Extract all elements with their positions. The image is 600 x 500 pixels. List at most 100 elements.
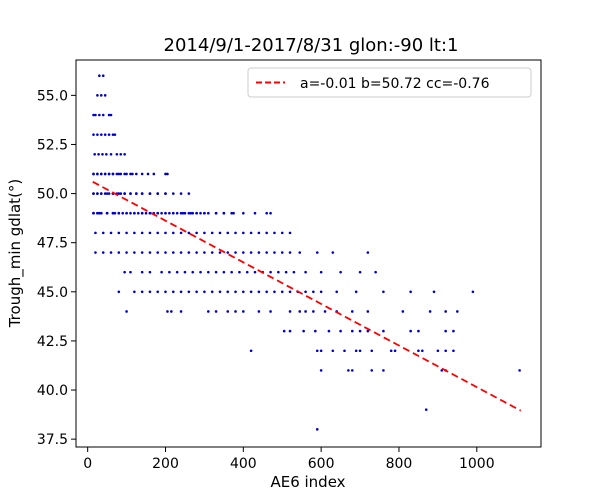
scatter-point <box>242 290 245 294</box>
scatter-point <box>292 270 296 274</box>
scatter-point <box>199 211 202 215</box>
scatter-point <box>131 172 134 176</box>
scatter-point <box>288 329 292 333</box>
scatter-point <box>96 133 99 136</box>
scatter-point <box>156 211 160 215</box>
scatter-point <box>409 290 412 294</box>
scatter-point <box>164 251 167 254</box>
scatter-point <box>214 270 218 274</box>
scatter-point <box>203 290 206 294</box>
scatter-point <box>199 270 202 274</box>
scatter-point <box>249 251 253 254</box>
x-tick-label: 600 <box>308 456 335 472</box>
scatter-point <box>288 251 292 254</box>
scatter-point <box>253 211 257 215</box>
scatter-point <box>140 251 144 254</box>
scatter-point <box>207 270 210 274</box>
scatter-point <box>370 349 374 353</box>
scatter-point <box>119 152 123 156</box>
scatter-point <box>99 94 103 97</box>
scatter-point <box>133 290 136 294</box>
scatter-point <box>148 231 152 235</box>
scatter-point <box>331 349 335 353</box>
scatter-point <box>234 290 237 294</box>
scatter-point <box>160 211 163 215</box>
scatter-point <box>230 211 233 215</box>
scatter-point <box>207 310 210 313</box>
scatter-point <box>319 270 323 274</box>
scatter-point <box>350 369 354 372</box>
scatter-point <box>421 349 424 353</box>
scatter-point <box>401 310 405 313</box>
scatter-point <box>179 211 183 215</box>
scatter-point <box>107 133 111 136</box>
x-tick-label: 200 <box>152 456 179 472</box>
scatter-point <box>171 290 175 294</box>
scatter-point <box>129 192 132 195</box>
scatter-point <box>92 172 95 176</box>
scatter-point <box>171 231 175 235</box>
scatter-point <box>105 192 109 195</box>
scatter-point <box>288 290 292 294</box>
scatter-point <box>140 231 144 235</box>
scatter-point <box>156 192 160 195</box>
scatter-point <box>203 251 206 254</box>
scatter-point <box>168 270 171 274</box>
scatter-point <box>358 270 362 274</box>
scatter-point <box>265 251 268 254</box>
scatter-point <box>214 310 218 313</box>
scatter-point <box>111 172 115 176</box>
scatter-point <box>105 152 108 156</box>
scatter-point <box>238 270 241 274</box>
scatter-point <box>257 290 261 294</box>
scatter-point <box>164 172 167 176</box>
scatter-point <box>350 329 354 333</box>
scatter-point <box>444 310 447 313</box>
scatter-point <box>111 133 115 136</box>
scatter-point <box>187 231 191 235</box>
scatter-point <box>242 310 245 313</box>
scatter-point <box>280 290 284 294</box>
scatter-point <box>107 192 111 195</box>
scatter-point <box>123 152 126 156</box>
y-tick-label: 47.5 <box>37 236 68 252</box>
scatter-point <box>249 349 253 353</box>
scatter-point <box>140 211 144 215</box>
scatter-point <box>444 349 447 353</box>
scatter-point <box>319 369 323 372</box>
scatter-point <box>121 211 124 215</box>
scatter-point <box>109 113 113 117</box>
scatter-point <box>101 152 104 156</box>
scatter-point <box>96 94 99 97</box>
scatter-point <box>140 172 144 176</box>
scatter-point <box>103 94 107 97</box>
scatter-point <box>105 211 109 215</box>
y-tick-label: 45.0 <box>37 285 68 301</box>
scatter-point <box>253 270 257 274</box>
scatter-point <box>99 211 103 215</box>
y-axis-label: Trough_min gdlat(°) <box>6 179 25 329</box>
scatter-point <box>245 270 249 274</box>
scatter-point <box>226 290 230 294</box>
scatter-point <box>109 152 113 156</box>
scatter-point <box>96 211 99 215</box>
scatter-point <box>417 329 420 333</box>
scatter-point <box>210 251 214 254</box>
scatter-point <box>94 231 97 235</box>
scatter-point <box>444 329 447 333</box>
scatter-point <box>123 192 126 195</box>
scatter-point <box>452 329 455 333</box>
scatter-point <box>103 133 107 136</box>
scatter-point <box>148 192 152 195</box>
legend-fit-label: a=-0.01 b=50.72 cc=-0.76 <box>300 76 490 92</box>
scatter-point <box>92 211 95 215</box>
scatter-point <box>103 172 107 176</box>
scatter-point <box>288 231 292 235</box>
scatter-point <box>195 211 198 215</box>
scatter-point <box>304 270 307 274</box>
scatter-point <box>129 211 132 215</box>
scatter-point <box>156 251 160 254</box>
scatter-point <box>94 113 97 117</box>
y-tick-label: 40.0 <box>37 383 68 399</box>
